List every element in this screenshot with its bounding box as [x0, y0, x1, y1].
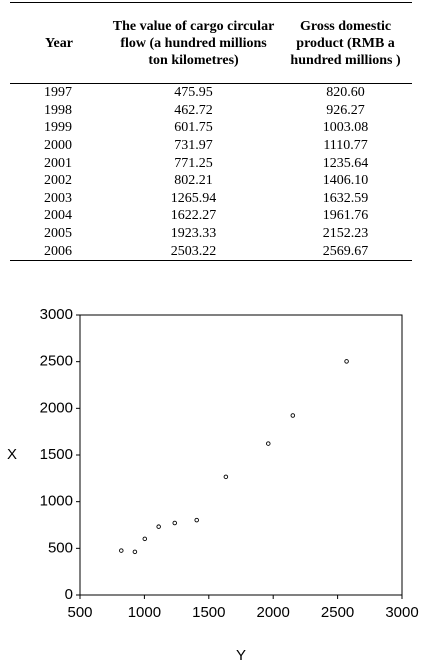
plot-frame: [79, 314, 403, 596]
y-tick-label: 1500: [40, 446, 73, 463]
y-axis-label: X: [7, 446, 17, 463]
y-tick-label: 3000: [40, 306, 73, 323]
table-row: 1998 462.72 926.27: [10, 102, 412, 120]
table-cell: 771.25: [174, 155, 213, 171]
y-tick-label: 2500: [40, 353, 73, 370]
table-row: 1999 601.75 1003.08: [10, 119, 412, 137]
table-row: 2000 731.97 1110.77: [10, 137, 412, 155]
table-cell: 1923.33: [170, 226, 217, 242]
table-cell: 1110.77: [323, 138, 368, 154]
y-tick-label: 1000: [40, 493, 73, 510]
table-cell: 926.27: [326, 102, 365, 118]
column-header: The value of cargo circular flow (a hund…: [108, 2, 280, 84]
table-cell: 1003.08: [322, 120, 369, 136]
table-cell: 2503.22: [108, 242, 280, 261]
y-tick-label: 500: [48, 539, 73, 556]
table-row: 1997 475.95 820.60: [10, 84, 412, 102]
x-axis-label: Y: [236, 647, 246, 664]
table-cell: 2004: [44, 208, 72, 224]
table-cell: 2000: [44, 138, 72, 154]
point: [223, 474, 229, 480]
point: [132, 549, 138, 555]
table-cell: 731.97: [174, 138, 213, 154]
x-tick-label: 3000: [385, 604, 418, 621]
table-row: 2002 802.21 1406.10: [10, 172, 412, 190]
y-tick-label: 0: [65, 586, 73, 603]
table-cell: 1999: [44, 120, 72, 136]
table-cell: 1632.59: [322, 190, 369, 206]
point: [156, 524, 161, 529]
point: [142, 536, 148, 542]
table-cell: 2152.23: [322, 226, 369, 242]
table-row: 2004 1622.27 1961.76: [10, 207, 412, 225]
table-cell: 1961.76: [322, 208, 369, 224]
header-row: Year The value of cargo circular flow (a …: [10, 2, 412, 84]
x-tick-label: 1500: [192, 604, 225, 621]
point: [290, 413, 296, 418]
point: [344, 359, 349, 364]
table-cell: 462.72: [174, 102, 213, 118]
column-header: Year: [10, 2, 108, 84]
table-cell: 2006: [10, 242, 108, 261]
table-cell: 2569.67: [279, 242, 412, 261]
table-cell: 1265.94: [170, 190, 217, 206]
point: [172, 520, 178, 526]
table-cell: 1235.64: [322, 155, 369, 171]
table-cell: 475.95: [174, 85, 213, 101]
table-cell: 1998: [44, 102, 72, 118]
point: [266, 441, 271, 446]
point: [194, 517, 199, 523]
table-cell: 2005: [44, 226, 72, 242]
data-table: Year The value of cargo circular flow (a …: [10, 2, 412, 261]
column-header: Gross domestic product (RMB a hundred mi…: [279, 2, 412, 84]
table-row: 2006 2503.22 2569.67: [10, 242, 412, 261]
x-tick-label: 2000: [257, 604, 290, 621]
y-tick-label: 2000: [40, 399, 73, 416]
table-cell: 2003: [44, 190, 72, 206]
table-cell: 1997: [44, 85, 72, 101]
table-cell: 1406.10: [322, 173, 369, 189]
table-cell: 601.75: [174, 120, 213, 136]
x-tick-label: 2500: [321, 604, 354, 621]
table-body: 1997 475.95 820.60 1998 462.72 926.27 1999 601.…: [10, 84, 412, 261]
table-cell: 2002: [44, 173, 72, 189]
table-cell: 802.21: [174, 173, 213, 189]
table-cell: 1622.27: [170, 208, 217, 224]
table-row: 2003 1265.94 1632.59: [10, 190, 412, 208]
point: [119, 548, 124, 553]
table-row: 2005 1923.33 2152.23: [10, 225, 412, 243]
x-tick-label: 500: [67, 604, 92, 621]
table-cell: 820.60: [326, 85, 365, 101]
table-cell: 2001: [44, 155, 72, 171]
x-tick-label: 1000: [128, 604, 161, 621]
table-row: 2001 771.25 1235.64: [10, 154, 412, 172]
